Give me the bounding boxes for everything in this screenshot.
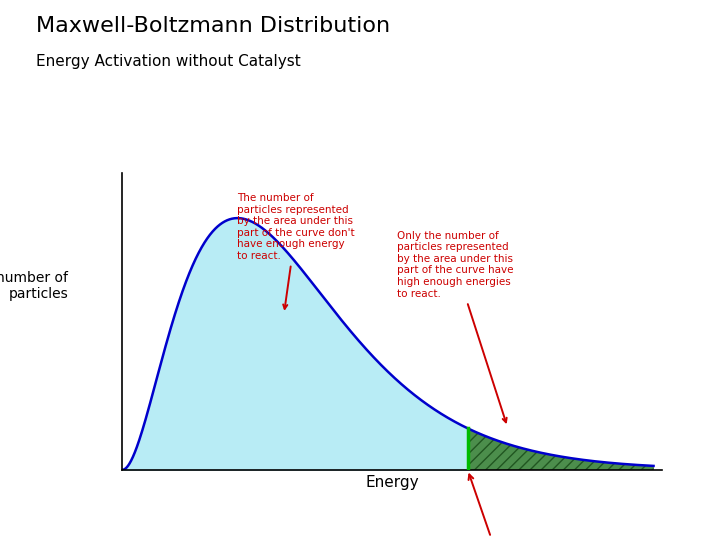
- X-axis label: Energy: Energy: [366, 475, 419, 490]
- Text: Only the number of
particles represented
by the area under this
part of the curv: Only the number of particles represented…: [397, 231, 513, 422]
- Text: Maxwell-Boltzmann Distribution: Maxwell-Boltzmann Distribution: [36, 16, 390, 36]
- Text: Energy Activation without Catalyst: Energy Activation without Catalyst: [36, 54, 301, 69]
- Y-axis label: number of
particles: number of particles: [0, 271, 68, 301]
- Text: activation energy: activation energy: [439, 475, 549, 540]
- Text: The number of
particles represented
by the area under this
part of the curve don: The number of particles represented by t…: [238, 193, 355, 309]
